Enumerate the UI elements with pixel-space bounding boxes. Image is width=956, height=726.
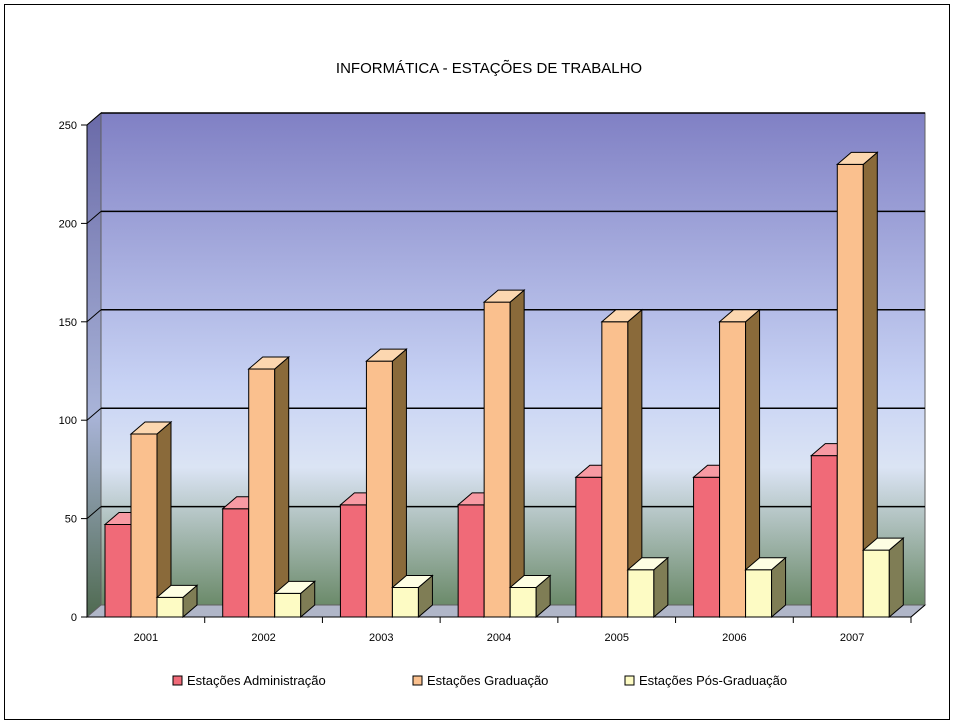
x-tick-label: 2005: [604, 632, 628, 644]
bar: [482, 289, 526, 619]
bar-front: [156, 596, 184, 618]
bar-front: [339, 504, 367, 618]
x-tick-label: 2004: [487, 632, 511, 644]
x-tick-label: 2002: [251, 632, 275, 644]
side-wall: [86, 111, 102, 619]
gridline-side: [86, 407, 102, 421]
bar-front: [274, 592, 302, 618]
legend: Estações Administração Estações Graduação…: [172, 673, 787, 688]
bar: [155, 584, 199, 619]
bar: [391, 574, 434, 619]
bar: [273, 580, 317, 619]
bar-front: [248, 368, 276, 618]
bar-top: [626, 557, 670, 571]
bar-top: [155, 584, 199, 598]
bar-front: [457, 504, 485, 618]
gridline-side: [86, 112, 102, 126]
x-tick-label: 2006: [722, 632, 746, 644]
bar-front: [745, 569, 773, 618]
legend-label: Estações Graduação: [427, 673, 548, 688]
bar-top: [600, 309, 644, 323]
bar-top: [744, 557, 787, 571]
chart-frame: INFORMÁTICA - ESTAÇÕES DE TRABALHO 0 50 10…: [4, 4, 950, 720]
legend-item: Estações Pós-Graduação: [624, 673, 787, 688]
bar-top: [391, 574, 434, 588]
bar-front: [222, 508, 250, 618]
bar: [508, 574, 552, 619]
bar-front: [509, 586, 537, 618]
bar-front: [130, 433, 158, 618]
bar: [861, 537, 905, 619]
bar-side: [274, 355, 290, 619]
y-tick-label: 150: [59, 317, 77, 329]
bar: [718, 308, 761, 619]
bar: [626, 556, 670, 619]
bar-front: [365, 360, 393, 618]
bar-front: [836, 163, 864, 618]
bar-front: [104, 524, 132, 618]
bar: [835, 151, 879, 619]
y-tick-label: 100: [59, 415, 77, 427]
bar-front: [862, 549, 890, 618]
legend-swatch: [172, 675, 183, 686]
bar: [744, 556, 787, 619]
chart-title: INFORMÁTICA - ESTAÇÕES DE TRABALHO: [336, 60, 642, 77]
bar-top: [247, 356, 291, 370]
bar-front: [627, 569, 655, 618]
bar-front: [810, 455, 838, 618]
legend-label: Estações Administração: [187, 673, 326, 688]
x-tick-label: 2001: [134, 632, 158, 644]
bar-front: [391, 586, 419, 618]
legend-swatch: [412, 675, 423, 686]
bar: [129, 420, 173, 619]
bar-top: [861, 537, 905, 551]
bar-front: [483, 301, 511, 618]
bar-top: [129, 421, 173, 435]
bar-front: [575, 476, 603, 618]
legend-item: Estações Graduação: [412, 673, 548, 688]
y-tick-label: 200: [59, 218, 77, 230]
bar-top: [482, 289, 526, 303]
bar-chart: INFORMÁTICA - ESTAÇÕES DE TRABALHO 0 50 10…: [59, 60, 927, 688]
gridline-side: [86, 211, 102, 224]
bar-side: [888, 537, 904, 619]
bar: [365, 348, 408, 619]
bar-front: [693, 476, 721, 618]
bar: [247, 355, 291, 619]
gridline-side: [86, 309, 102, 323]
y-tick-label: 50: [65, 514, 77, 526]
legend-item: Estações Administração: [172, 673, 326, 688]
legend-swatch: [624, 675, 635, 686]
y-tick-label: 250: [59, 120, 77, 132]
legend-label: Estações Pós-Graduação: [639, 673, 787, 688]
bar-side: [509, 289, 525, 619]
y-tick-label: 0: [71, 612, 77, 624]
x-tick-label: 2003: [369, 632, 393, 644]
bar-top: [718, 309, 761, 323]
x-axis-depth: [910, 604, 926, 618]
bar-top: [508, 574, 552, 588]
x-tick-label: 2007: [840, 632, 864, 644]
bar-front: [719, 321, 747, 618]
bar-top: [365, 348, 408, 362]
bar-top: [835, 151, 879, 165]
gridline-side: [86, 506, 102, 519]
bar-front: [601, 321, 629, 618]
bar-top: [273, 580, 317, 594]
plot-area: 0 50 100 150 200 250 2001 2002 2003 2004 2005 2006 2…: [59, 111, 927, 644]
